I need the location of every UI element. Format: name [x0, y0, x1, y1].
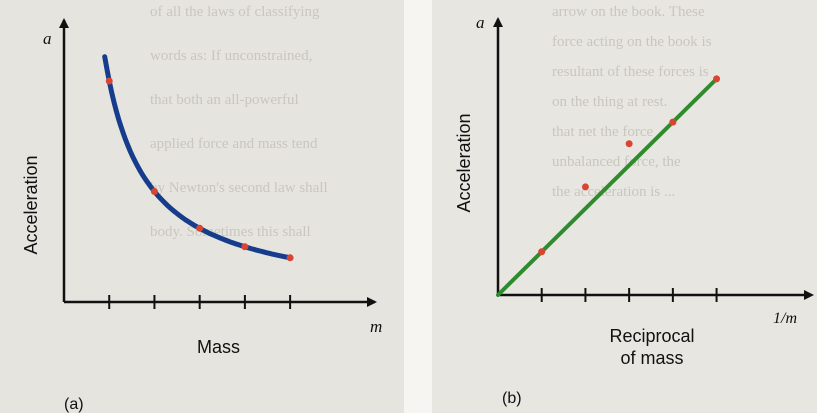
panel-gutter	[404, 0, 432, 413]
background-text-line: body. Sometimes this shall	[150, 224, 311, 240]
background-text-line: by Newton's second law shall	[150, 180, 328, 196]
background-text-line: unbalanced force, the	[552, 154, 681, 170]
data-point-a	[150, 188, 158, 196]
x-axis-label-b-line2: of mass	[620, 348, 683, 368]
x-axis-symbol-b: 1/m	[773, 310, 797, 327]
y-axis-arrow-a	[59, 18, 69, 28]
data-point-b	[669, 118, 677, 126]
data-point-b	[538, 248, 546, 256]
background-text-line: the acceleration is ...	[552, 184, 675, 200]
chart-panel-a: of all the laws of classifying words as: …	[0, 0, 404, 413]
background-text-line: of all the laws of classifying	[150, 4, 320, 20]
y-axis-label-b: Acceleration	[454, 113, 474, 212]
background-text-line: resultant of these forces is	[552, 64, 709, 80]
data-point-a	[196, 224, 204, 232]
y-axis-symbol-a: a	[43, 29, 52, 48]
y-axis-arrow-b	[493, 17, 503, 27]
series-fit-line-b	[496, 76, 719, 297]
data-point-b	[713, 75, 721, 83]
chart-panel-b: arrow on the book. These force acting on …	[432, 0, 817, 413]
x-axis-arrow-b	[804, 290, 814, 300]
data-point-a	[105, 77, 113, 85]
background-text-line: applied force and mass tend	[150, 136, 318, 152]
background-text-line: that net the force	[552, 124, 654, 140]
data-point-b	[581, 183, 589, 191]
chart-b-svg: arrow on the book. These force acting on …	[454, 4, 814, 407]
background-text-line: that both an all-powerful	[150, 92, 299, 108]
y-axis-label-a: Acceleration	[21, 155, 41, 254]
chart-a-svg: of all the laws of classifying words as: …	[21, 4, 382, 413]
x-axis-label-a: Mass	[197, 337, 240, 357]
data-point-b	[625, 140, 633, 148]
background-text-line: force acting on the book is	[552, 34, 712, 50]
panel-label-b: (b)	[502, 390, 522, 407]
data-point-a	[241, 243, 249, 251]
background-text-line: arrow on the book. These	[552, 4, 705, 20]
panel-label-a: (a)	[64, 396, 84, 413]
data-point-a	[286, 254, 294, 262]
background-text-line: on the thing at rest.	[552, 94, 667, 110]
x-axis-arrow-a	[367, 297, 377, 307]
x-axis-label-b-line1: Reciprocal	[609, 326, 694, 346]
x-axis-symbol-a: m	[370, 317, 382, 336]
background-text-line: words as: If unconstrained,	[150, 48, 312, 64]
y-axis-symbol-b: a	[476, 13, 485, 32]
